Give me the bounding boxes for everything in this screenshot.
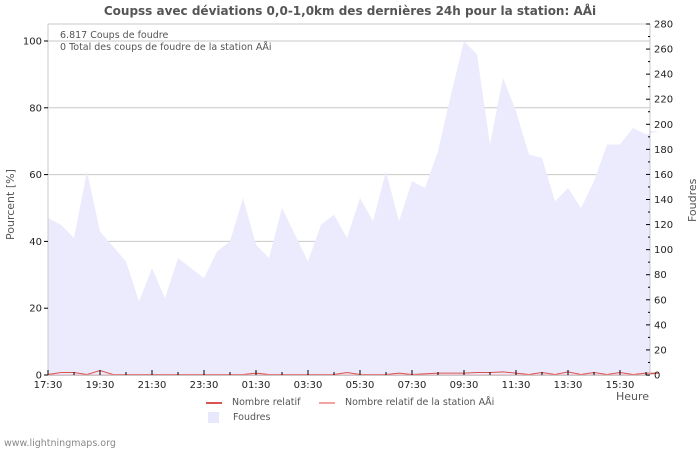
legend-foudres-swatch-icon <box>208 412 219 423</box>
legend-relative-swatch-icon <box>206 401 222 404</box>
left-axis-ticks: 0 20 40 60 80 100 <box>23 37 48 382</box>
right-axis-ticks: 0 20 40 60 80 100 120 140 160 180 200 220 240 260 280 <box>646 20 673 382</box>
svg-text:100: 100 <box>654 245 673 256</box>
svg-text:260: 260 <box>654 45 673 56</box>
svg-text:240: 240 <box>654 70 673 81</box>
svg-text:01:30: 01:30 <box>242 380 271 391</box>
svg-text:200: 200 <box>654 120 673 131</box>
svg-text:13:30: 13:30 <box>554 380 583 391</box>
svg-text:140: 140 <box>654 195 673 206</box>
svg-text:80: 80 <box>29 103 42 114</box>
svg-text:17:30: 17:30 <box>34 380 63 391</box>
svg-text:40: 40 <box>654 320 667 331</box>
svg-text:20: 20 <box>654 345 667 356</box>
svg-text:0: 0 <box>36 371 42 382</box>
svg-text:05:30: 05:30 <box>346 380 375 391</box>
legend-station-swatch-icon <box>319 401 335 404</box>
right-axis-label: Foudres <box>686 178 699 222</box>
legend-foudres-label: Foudres <box>233 412 271 423</box>
svg-text:160: 160 <box>654 170 673 181</box>
legend-relative-label: Nombre relatif <box>232 397 301 408</box>
svg-text:120: 120 <box>654 220 673 231</box>
svg-text:20: 20 <box>29 304 42 315</box>
svg-text:100: 100 <box>23 37 42 48</box>
strike-count-text: 6.817 Coups de foudre <box>60 30 169 41</box>
svg-text:60: 60 <box>654 295 667 306</box>
svg-text:60: 60 <box>29 170 42 181</box>
svg-text:80: 80 <box>654 270 667 281</box>
svg-text:220: 220 <box>654 95 673 106</box>
svg-text:19:30: 19:30 <box>86 380 115 391</box>
svg-text:11:30: 11:30 <box>502 380 531 391</box>
svg-text:280: 280 <box>654 20 673 31</box>
svg-text:0: 0 <box>654 371 660 382</box>
chart-title: Coupss avec déviations 0,0-1,0km des der… <box>103 4 597 18</box>
svg-text:40: 40 <box>29 237 42 248</box>
footer-link[interactable]: www.lightningmaps.org <box>4 438 116 449</box>
legend-item-station: Nombre relatif de la station AÅi <box>319 397 494 408</box>
left-axis-label: Pourcent [%] <box>4 169 17 240</box>
foudres-area <box>48 41 659 375</box>
legend-item-relative: Nombre relatif <box>206 397 300 408</box>
svg-text:09:30: 09:30 <box>450 380 479 391</box>
svg-text:23:30: 23:30 <box>190 380 219 391</box>
legend-item-foudres: Foudres <box>206 412 270 423</box>
station-total-text: 0 Total des coups de foudre de la statio… <box>60 42 272 53</box>
svg-text:180: 180 <box>654 145 673 156</box>
legend-station-label: Nombre relatif de la station AÅi <box>345 397 495 408</box>
svg-text:15:30: 15:30 <box>606 380 635 391</box>
svg-text:03:30: 03:30 <box>294 380 323 391</box>
svg-text:07:30: 07:30 <box>398 380 427 391</box>
svg-text:21:30: 21:30 <box>138 380 167 391</box>
x-axis-ticks: 17:30 19:30 21:30 23:30 01:30 03:30 05:30 07:30… <box>34 370 647 391</box>
x-axis-label: Heure <box>616 390 650 403</box>
